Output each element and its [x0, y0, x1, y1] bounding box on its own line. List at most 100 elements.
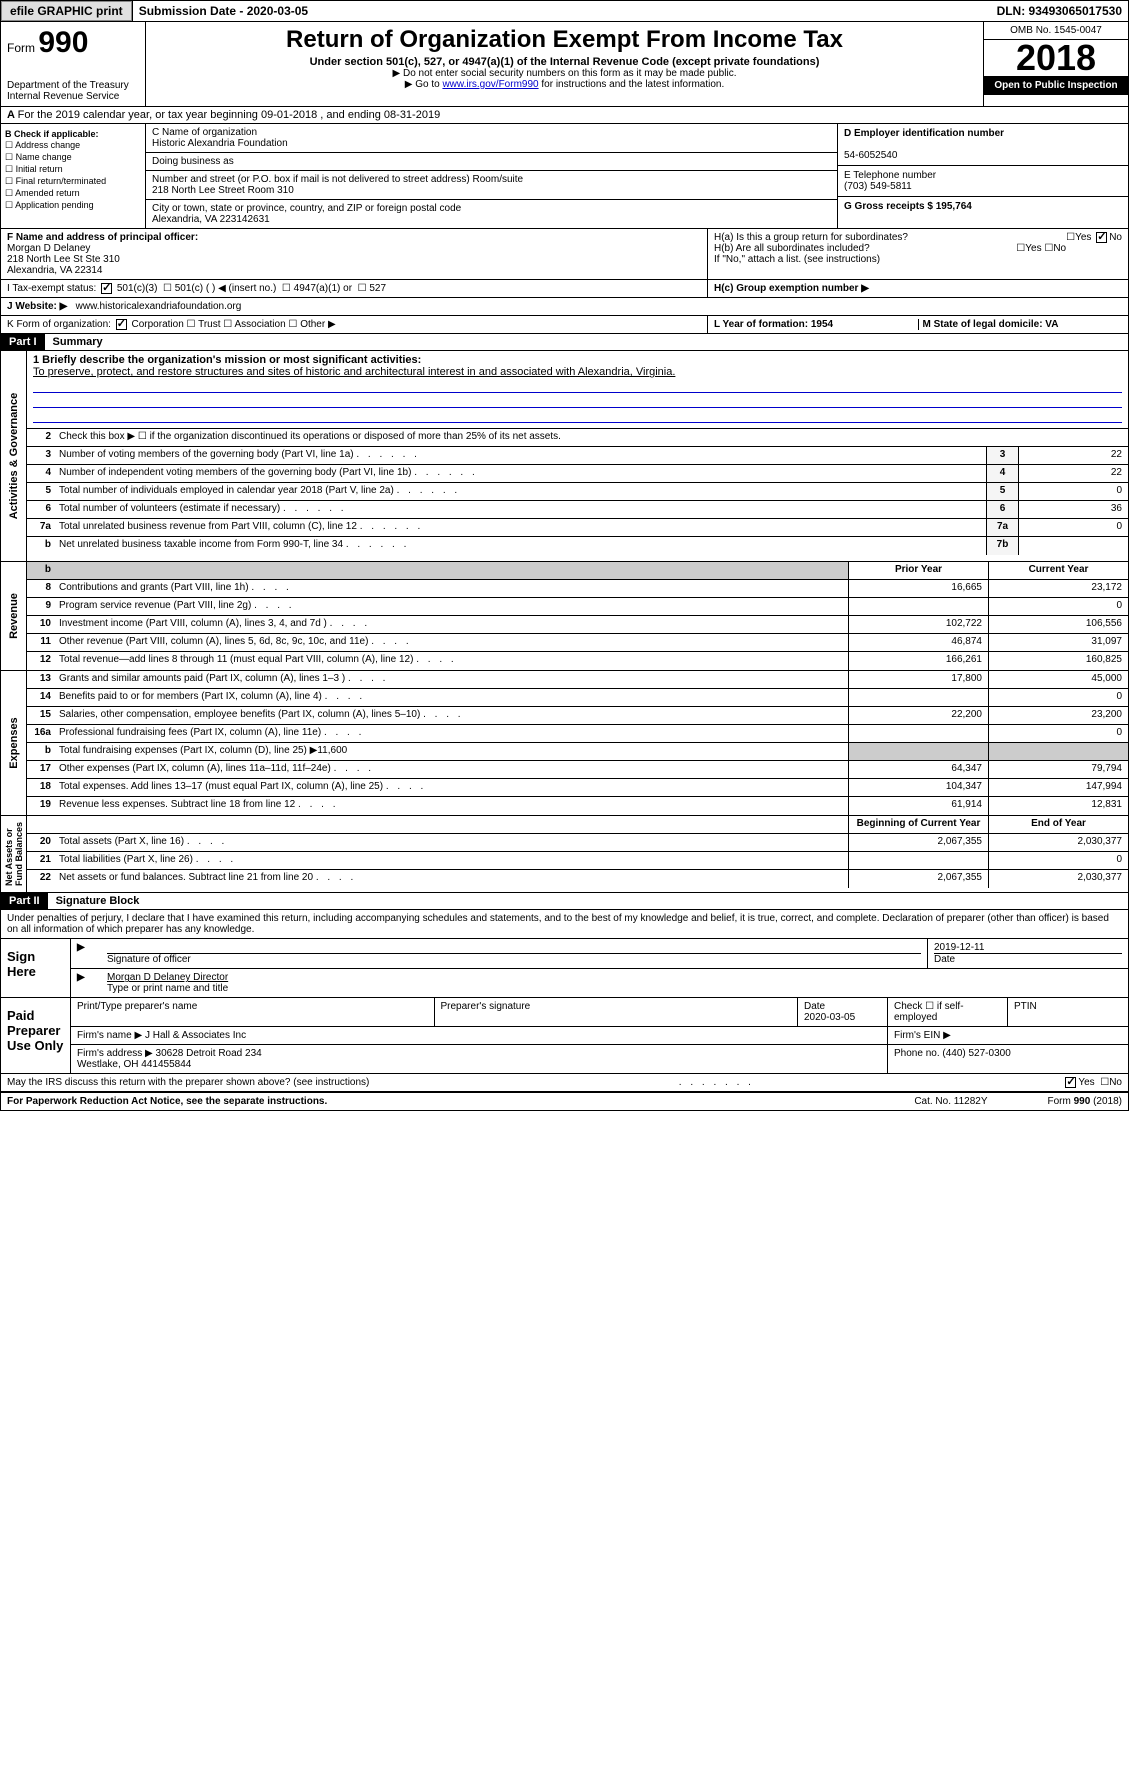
- side-net: Net Assets or Fund Balances: [4, 822, 24, 886]
- sign-here-lbl: Sign Here: [1, 939, 71, 997]
- ha: H(a) Is this a group return for subordin…: [714, 232, 1122, 243]
- side-exp: Expenses: [8, 718, 20, 769]
- topbar: efile GRAPHIC print Submission Date - 20…: [0, 0, 1129, 22]
- col-b: B Check if applicable: ☐ Address change …: [1, 124, 146, 228]
- footer: For Paperwork Reduction Act Notice, see …: [0, 1092, 1129, 1111]
- side-gov: Activities & Governance: [8, 393, 20, 520]
- net-block: Net Assets or Fund Balances Beginning of…: [0, 816, 1129, 893]
- firm-name: J Hall & Associates Inc: [145, 1030, 246, 1041]
- part-i-lbl: Summary: [45, 334, 111, 350]
- sig-date: 2019-12-11: [934, 942, 984, 953]
- name-lbl: C Name of organization: [152, 127, 831, 138]
- phone: Phone no. (440) 527-0300: [888, 1045, 1128, 1073]
- exp-block: Expenses 13Grants and similar amounts pa…: [0, 671, 1129, 816]
- sig-date-lbl: Date: [934, 953, 1122, 965]
- form990-link[interactable]: www.irs.gov/Form990: [442, 79, 538, 90]
- addr: 218 North Lee Street Room 310: [152, 185, 831, 196]
- part-ii-lbl: Signature Block: [48, 893, 148, 909]
- side-rev: Revenue: [8, 593, 20, 639]
- b-opt: ☐ Name change: [5, 152, 141, 163]
- ptin-lbl: PTIN: [1008, 998, 1128, 1026]
- prep-name-lbl: Print/Type preparer's name: [71, 998, 435, 1026]
- b-opt: ☐ Final return/terminated: [5, 176, 141, 187]
- b-opt: ☐ Amended return: [5, 188, 141, 199]
- note2: ▶ Go to www.irs.gov/Form990 for instruct…: [152, 79, 977, 90]
- cbx-501c3: [101, 283, 112, 294]
- year-formation: L Year of formation: 1954: [714, 319, 833, 330]
- sig-officer-lbl: Signature of officer: [107, 953, 921, 965]
- city-lbl: City or town, state or province, country…: [152, 203, 831, 214]
- l2: Check this box ▶ ☐ if the organization d…: [55, 429, 1128, 446]
- discuss-row: May the IRS discuss this return with the…: [0, 1074, 1129, 1092]
- k-lbl: K Form of organization:: [7, 319, 111, 330]
- col-boy: Beginning of Current Year: [848, 816, 988, 833]
- firm-ein-lbl: Firm's EIN ▶: [888, 1027, 1128, 1044]
- website: www.historicalexandriafoundation.org: [76, 301, 242, 312]
- b-opt: ☐ Initial return: [5, 164, 141, 175]
- part-i-hdr: Part I Summary: [0, 334, 1129, 351]
- hc: H(c) Group exemption number ▶: [714, 283, 869, 294]
- tel-lbl: E Telephone number: [844, 170, 936, 181]
- row-j: J Website: ▶ www.historicalexandriafound…: [0, 298, 1129, 316]
- sig-name: Morgan D Delaney Director: [107, 972, 228, 983]
- part-ii-bar: Part II: [1, 893, 48, 909]
- paid-lbl: Paid Preparer Use Only: [1, 998, 71, 1073]
- row-i: I Tax-exempt status: 501(c)(3) ☐ 501(c) …: [0, 280, 1129, 298]
- domicile: M State of legal domicile: VA: [923, 319, 1059, 330]
- pra: For Paperwork Reduction Act Notice, see …: [7, 1096, 327, 1107]
- firm-addr-lbl: Firm's address ▶: [77, 1048, 153, 1059]
- tax-year: 2018: [984, 40, 1128, 76]
- ein: 54-6052540: [844, 150, 897, 161]
- prep-sig-lbl: Preparer's signature: [435, 998, 799, 1026]
- prep-date-lbl: Date: [804, 1001, 825, 1012]
- paid-preparer: Paid Preparer Use Only Print/Type prepar…: [0, 998, 1129, 1074]
- form-title: Return of Organization Exempt From Incom…: [152, 26, 977, 54]
- org-name: Historic Alexandria Foundation: [152, 138, 831, 149]
- b-opt: ☐ Application pending: [5, 200, 141, 211]
- tax-exempt-lbl: I Tax-exempt status:: [7, 283, 96, 294]
- rev-block: Revenue bPrior YearCurrent Year 8Contrib…: [0, 562, 1129, 671]
- subtitle: Under section 501(c), 527, or 4947(a)(1)…: [152, 56, 977, 68]
- col-eoy: End of Year: [988, 816, 1128, 833]
- sign-here: Sign Here ▶ Signature of officer 2019-12…: [0, 939, 1129, 998]
- cbx-yes: [1065, 1077, 1076, 1088]
- check-self: Check ☐ if self-employed: [888, 998, 1008, 1026]
- cat: Cat. No. 11282Y: [914, 1096, 987, 1107]
- discuss: May the IRS discuss this return with the…: [7, 1077, 369, 1088]
- gross-receipts: G Gross receipts $ 195,764: [844, 201, 972, 212]
- dln: DLN: 93493065017530: [991, 1, 1128, 21]
- officer-lbl: F Name and address of principal officer:: [7, 232, 198, 243]
- row-fh: F Name and address of principal officer:…: [0, 229, 1129, 280]
- l1-lbl: 1 Briefly describe the organization's mi…: [33, 354, 421, 366]
- identity-block: B Check if applicable: ☐ Address change …: [0, 124, 1129, 229]
- tel: (703) 549-5811: [844, 181, 912, 192]
- form-ref: Form 990 (2018): [1048, 1096, 1122, 1107]
- form-header: Form 990 Department of the Treasury Inte…: [0, 22, 1129, 107]
- mission: To preserve, protect, and restore struct…: [33, 366, 675, 378]
- col-curr: Current Year: [988, 562, 1128, 579]
- firm-name-lbl: Firm's name ▶: [77, 1030, 142, 1041]
- col-de: D Employer identification number 54-60525…: [838, 124, 1128, 228]
- addr-lbl: Number and street (or P.O. box if mail i…: [152, 174, 831, 185]
- col-c: C Name of organizationHistoric Alexandri…: [146, 124, 838, 228]
- hb: H(b) Are all subordinates included? ☐Yes…: [714, 243, 1122, 254]
- form-number: Form 990: [7, 26, 139, 60]
- hb-note: If "No," attach a list. (see instruction…: [714, 254, 1122, 265]
- dept: Department of the Treasury Internal Reve…: [7, 80, 139, 102]
- efile-btn[interactable]: efile GRAPHIC print: [1, 1, 132, 21]
- ein-lbl: D Employer identification number: [844, 128, 1004, 139]
- prep-date: 2020-03-05: [804, 1012, 855, 1023]
- officer: Morgan D Delaney 218 North Lee St Ste 31…: [7, 243, 120, 276]
- row-klm: K Form of organization: Corporation ☐ Tr…: [0, 316, 1129, 334]
- note1: ▶ Do not enter social security numbers o…: [152, 68, 977, 79]
- declaration: Under penalties of perjury, I declare th…: [0, 910, 1129, 939]
- line-a: A For the 2019 calendar year, or tax yea…: [0, 107, 1129, 124]
- website-lbl: J Website: ▶: [7, 301, 67, 312]
- part-ii-hdr: Part II Signature Block: [0, 893, 1129, 910]
- sig-name-lbl: Type or print name and title: [107, 983, 228, 994]
- submission-date: Submission Date - 2020-03-05: [132, 1, 314, 21]
- b-label: B Check if applicable:: [5, 129, 141, 139]
- col-prior: Prior Year: [848, 562, 988, 579]
- dba-lbl: Doing business as: [152, 156, 831, 167]
- open-public: Open to Public Inspection: [984, 76, 1128, 95]
